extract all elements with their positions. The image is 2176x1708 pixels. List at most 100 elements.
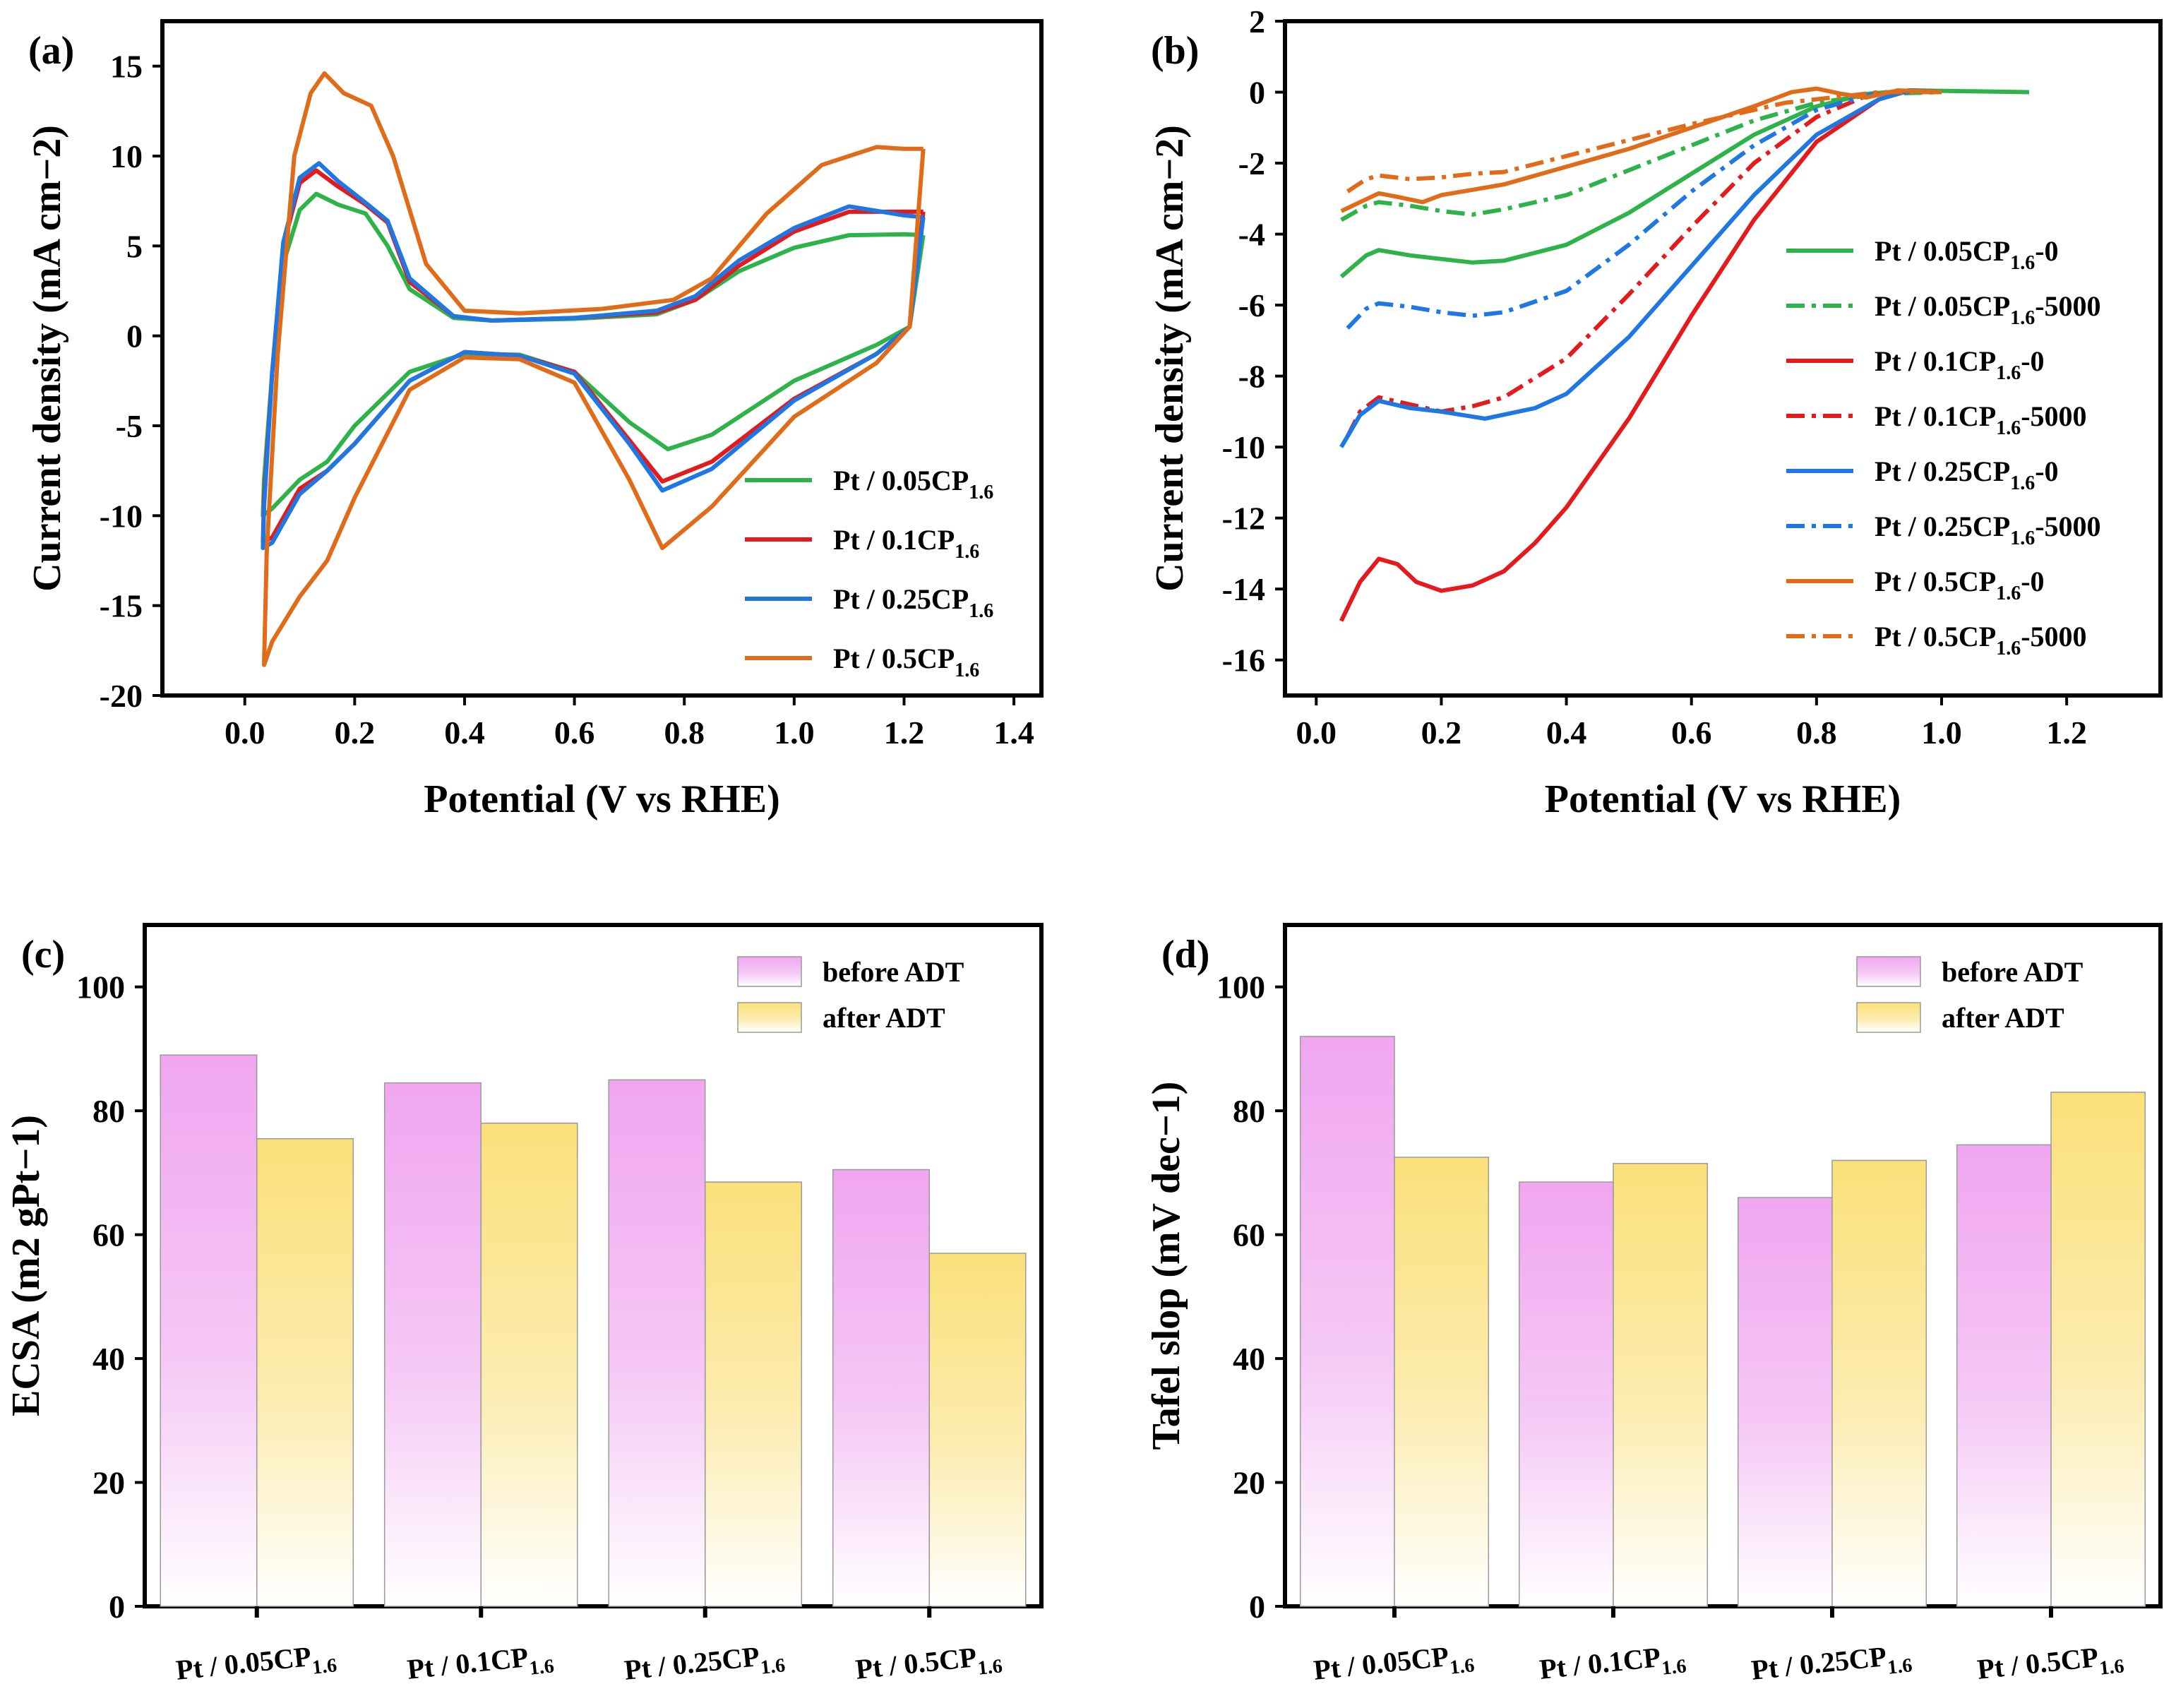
legend-entry: before ADT bbox=[823, 956, 964, 988]
bar bbox=[1299, 1036, 1395, 1607]
category-subscript: 1.6 bbox=[1661, 1655, 1687, 1679]
legend-entry: Pt / 0.5CP1.6-5000 bbox=[1875, 621, 2087, 659]
y-tick-label: 20 bbox=[1233, 1465, 1265, 1501]
y-tick-label: -4 bbox=[1238, 217, 1265, 253]
y-tick-label: 80 bbox=[1233, 1093, 1265, 1129]
legend-entry: Pt / 0.5CP1.6-0 bbox=[1875, 566, 2045, 604]
series-line bbox=[1339, 88, 1942, 622]
x-axis-title: Potential (V vs RHE) bbox=[1545, 777, 1901, 821]
legend-name: Pt / 0.25CP bbox=[833, 583, 969, 615]
plot-frame bbox=[143, 923, 1044, 1608]
category-subscript: 1.6 bbox=[760, 1654, 787, 1678]
legend-subscript: 1.6 bbox=[2010, 252, 2035, 274]
y-tick-label: -16 bbox=[1222, 643, 1265, 679]
panel-label: (d) bbox=[1161, 933, 1209, 977]
category-subscript: 1.6 bbox=[2098, 1655, 2125, 1679]
y-tick-label: 0 bbox=[109, 1589, 125, 1625]
legend-subscript: 1.6 bbox=[1996, 362, 2021, 384]
series-line bbox=[1346, 90, 1942, 330]
category-label: Pt / 0.5CP1.6 bbox=[1975, 1638, 2125, 1692]
panel-label: (b) bbox=[1151, 29, 1199, 73]
category-name: Pt / 0.25CP bbox=[1750, 1640, 1888, 1686]
category-label: Pt / 0.05CP1.6 bbox=[174, 1637, 338, 1692]
category-name: Pt / 0.1CP bbox=[405, 1641, 530, 1685]
legend-name: Pt / 0.1CP bbox=[1875, 345, 1996, 377]
legend-name: Pt / 0.5CP bbox=[833, 643, 955, 674]
legend-subscript: 1.6 bbox=[1996, 417, 2021, 439]
y-tick-label: -12 bbox=[1222, 501, 1265, 537]
category-label: Pt / 0.5CP1.6 bbox=[854, 1638, 1003, 1692]
panel-a: -20 -15 -10 -5 0 5 10 15 0.0 0.2 0.4 0.6 0.8 1.0 1.2 1.… bbox=[25, 19, 1044, 821]
legend-entry: Pt / 0.05CP1.6-0 bbox=[1875, 235, 2059, 274]
bar bbox=[256, 1137, 354, 1607]
x-tick-label: 0.2 bbox=[335, 715, 376, 751]
y-axis-title: ECSA (m2 gPt−1) bbox=[4, 1115, 48, 1416]
legend-subscript: 1.6 bbox=[1996, 638, 2021, 659]
y-tick-label: -2 bbox=[1238, 145, 1265, 181]
series-line bbox=[1346, 90, 1942, 193]
panel-label: (c) bbox=[21, 933, 65, 977]
y-axis-title: Tafel slop (mV dec−1) bbox=[1144, 1082, 1188, 1450]
category-subscript: 1.6 bbox=[311, 1654, 338, 1678]
y-tick-label: -14 bbox=[1222, 571, 1265, 607]
legend-name: Pt / 0.05CP bbox=[833, 465, 969, 496]
legend-entry: Pt / 0.25CP1.6-5000 bbox=[1875, 510, 2101, 549]
y-tick-label: 10 bbox=[110, 138, 143, 174]
series-line bbox=[261, 191, 926, 518]
category-name: Pt / 0.5CP bbox=[1975, 1641, 2100, 1685]
legend-subscript: 1.6 bbox=[1996, 583, 2021, 604]
series-line bbox=[1339, 88, 2030, 279]
plot-frame bbox=[160, 19, 1044, 698]
legend-suffix: -0 bbox=[2035, 235, 2058, 267]
legend-suffix: -0 bbox=[2035, 455, 2058, 487]
x-tick-label: 0.6 bbox=[1671, 715, 1712, 751]
y-tick-label: -5 bbox=[116, 408, 143, 444]
legend-name: Pt / 0.05CP bbox=[1875, 235, 2010, 267]
legend-name: Pt / 0.25CP bbox=[1875, 455, 2010, 487]
y-tick-label: 0 bbox=[126, 318, 143, 354]
series-line bbox=[262, 71, 926, 667]
category-label: Pt / 0.25CP1.6 bbox=[623, 1637, 787, 1692]
y-tick-label: 60 bbox=[1233, 1217, 1265, 1253]
y-axis-title: Current density (mA cm−2) bbox=[1148, 125, 1192, 592]
series-line bbox=[1339, 88, 1942, 448]
category-label: Pt / 0.25CP1.6 bbox=[1750, 1637, 1913, 1692]
bar bbox=[705, 1181, 803, 1607]
legend-subscript: 1.6 bbox=[2010, 527, 2035, 549]
category-subscript: 1.6 bbox=[528, 1655, 555, 1679]
legend-suffix: -5000 bbox=[2035, 510, 2100, 542]
category-name: Pt / 0.1CP bbox=[1538, 1641, 1662, 1685]
bar bbox=[1394, 1157, 1490, 1607]
y-tick-label: 0 bbox=[1249, 75, 1265, 111]
bar bbox=[1831, 1159, 1927, 1607]
category-name: Pt / 0.05CP bbox=[1312, 1640, 1450, 1686]
legend-entry: Pt / 0.25CP1.6 bbox=[833, 583, 993, 622]
y-tick-label: 2 bbox=[1249, 4, 1265, 40]
x-tick-label: 0.6 bbox=[554, 715, 595, 751]
legend-swatch bbox=[1856, 956, 1921, 987]
y-tick-label: 5 bbox=[126, 228, 143, 264]
legend-subscript: 1.6 bbox=[2010, 307, 2035, 329]
bar bbox=[1613, 1163, 1709, 1607]
x-tick-label: 1.4 bbox=[993, 715, 1034, 751]
y-tick-label: 100 bbox=[1216, 969, 1265, 1005]
series-line bbox=[1340, 86, 1942, 213]
bar bbox=[383, 1082, 482, 1607]
legend-subscript: 1.6 bbox=[955, 541, 979, 563]
legend-entry: Pt / 0.1CP1.6-0 bbox=[1875, 345, 2045, 384]
legend-swatch bbox=[737, 956, 802, 987]
panel-b: -16 -14 -12 -10 -8 -6 -4 -2 0 2 0.0 0.2 0.4 0.6 0.8 1.0… bbox=[1148, 4, 2163, 821]
bar bbox=[160, 1054, 258, 1607]
y-tick-label: 40 bbox=[92, 1341, 125, 1377]
category-subscript: 1.6 bbox=[1449, 1654, 1476, 1678]
legend-entry: before ADT bbox=[1942, 956, 2084, 988]
legend-entry: Pt / 0.05CP1.6-5000 bbox=[1875, 290, 2101, 329]
plot-frame bbox=[1283, 923, 2163, 1608]
legend-suffix: -5000 bbox=[2021, 621, 2086, 652]
bar bbox=[480, 1122, 578, 1607]
x-tick-label: 1.0 bbox=[774, 715, 815, 751]
